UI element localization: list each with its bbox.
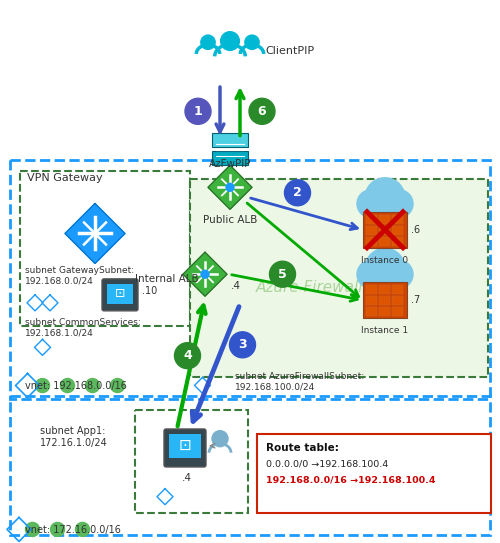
- Circle shape: [365, 248, 405, 288]
- Circle shape: [26, 522, 40, 536]
- Circle shape: [385, 190, 413, 218]
- FancyBboxPatch shape: [212, 134, 248, 147]
- FancyBboxPatch shape: [392, 286, 403, 294]
- Circle shape: [86, 378, 100, 393]
- Text: Instance 1: Instance 1: [362, 326, 408, 336]
- Text: ⊡: ⊡: [115, 287, 125, 300]
- Circle shape: [270, 261, 295, 287]
- Text: VPN Gateway: VPN Gateway: [27, 173, 103, 183]
- Circle shape: [226, 184, 234, 191]
- FancyBboxPatch shape: [392, 215, 403, 224]
- Circle shape: [385, 260, 413, 288]
- Text: .7: .7: [411, 295, 420, 305]
- Circle shape: [185, 98, 211, 124]
- Circle shape: [357, 260, 385, 288]
- Text: vnet: 172.16.0.0/16: vnet: 172.16.0.0/16: [25, 525, 121, 535]
- Text: Route table:: Route table:: [266, 443, 339, 453]
- FancyBboxPatch shape: [392, 237, 403, 246]
- Text: ⊡: ⊡: [178, 438, 192, 452]
- Text: 192.168.0.0/16 →192.168.100.4: 192.168.0.0/16 →192.168.100.4: [266, 475, 436, 484]
- FancyBboxPatch shape: [169, 434, 201, 458]
- FancyBboxPatch shape: [379, 226, 390, 235]
- Text: Instance 0: Instance 0: [362, 256, 408, 265]
- FancyBboxPatch shape: [366, 215, 377, 224]
- Text: subnet CommonServices:
192.168.1.0/24: subnet CommonServices: 192.168.1.0/24: [25, 318, 141, 337]
- Circle shape: [357, 190, 385, 218]
- FancyBboxPatch shape: [366, 307, 377, 317]
- Circle shape: [220, 31, 240, 50]
- Text: 1: 1: [194, 105, 202, 118]
- Text: Internal ALB: Internal ALB: [135, 274, 198, 284]
- Text: subnet GatewaySubnet:
192.168.0.0/24: subnet GatewaySubnet: 192.168.0.0/24: [25, 266, 134, 286]
- Circle shape: [36, 378, 50, 393]
- Text: 2: 2: [293, 186, 302, 199]
- FancyBboxPatch shape: [366, 296, 377, 305]
- Text: Azure Firewall: Azure Firewall: [256, 280, 364, 295]
- Text: 3: 3: [238, 338, 247, 351]
- FancyBboxPatch shape: [379, 286, 390, 294]
- Text: Public ALB: Public ALB: [203, 216, 257, 225]
- Circle shape: [201, 270, 209, 278]
- FancyBboxPatch shape: [379, 296, 390, 305]
- Text: AzFwPIP: AzFwPIP: [209, 159, 252, 169]
- Text: .10: .10: [142, 286, 157, 296]
- FancyBboxPatch shape: [102, 279, 138, 311]
- FancyBboxPatch shape: [164, 429, 206, 467]
- FancyBboxPatch shape: [107, 284, 133, 304]
- Circle shape: [365, 178, 405, 218]
- FancyBboxPatch shape: [379, 237, 390, 246]
- Circle shape: [367, 260, 403, 295]
- FancyBboxPatch shape: [212, 151, 248, 165]
- Text: 0.0.0.0/0 →192.168.100.4: 0.0.0.0/0 →192.168.100.4: [266, 459, 388, 468]
- Circle shape: [245, 35, 259, 49]
- Circle shape: [50, 522, 64, 536]
- FancyBboxPatch shape: [366, 237, 377, 246]
- Circle shape: [249, 98, 275, 124]
- Circle shape: [60, 378, 74, 393]
- Text: .6: .6: [411, 225, 420, 235]
- FancyBboxPatch shape: [379, 307, 390, 317]
- Text: subnet AzureFirewallSubnet:
192.168.100.0/24: subnet AzureFirewallSubnet: 192.168.100.…: [235, 372, 364, 392]
- Polygon shape: [183, 252, 227, 296]
- Polygon shape: [65, 204, 125, 263]
- Text: 4: 4: [183, 349, 192, 362]
- FancyBboxPatch shape: [392, 226, 403, 235]
- Text: 5: 5: [278, 268, 287, 281]
- Text: subnet App1:
172.16.1.0/24: subnet App1: 172.16.1.0/24: [40, 426, 108, 448]
- FancyBboxPatch shape: [392, 307, 403, 317]
- Text: .4: .4: [231, 281, 241, 291]
- Text: .4: .4: [182, 473, 192, 483]
- Circle shape: [284, 180, 310, 206]
- Circle shape: [76, 522, 90, 536]
- FancyBboxPatch shape: [363, 212, 407, 248]
- FancyBboxPatch shape: [257, 434, 490, 514]
- Circle shape: [230, 332, 256, 358]
- Circle shape: [212, 431, 228, 447]
- Text: 6: 6: [258, 105, 266, 118]
- FancyBboxPatch shape: [363, 282, 407, 318]
- FancyBboxPatch shape: [366, 226, 377, 235]
- Circle shape: [201, 35, 215, 49]
- FancyBboxPatch shape: [379, 215, 390, 224]
- Text: vnet: 192.168.0.0/16: vnet: 192.168.0.0/16: [25, 381, 127, 391]
- FancyBboxPatch shape: [190, 179, 488, 377]
- Text: ClientPIP: ClientPIP: [265, 46, 314, 56]
- Circle shape: [367, 189, 403, 225]
- Circle shape: [110, 378, 124, 393]
- Circle shape: [174, 343, 201, 369]
- Polygon shape: [208, 165, 252, 210]
- FancyBboxPatch shape: [366, 286, 377, 294]
- FancyBboxPatch shape: [392, 296, 403, 305]
